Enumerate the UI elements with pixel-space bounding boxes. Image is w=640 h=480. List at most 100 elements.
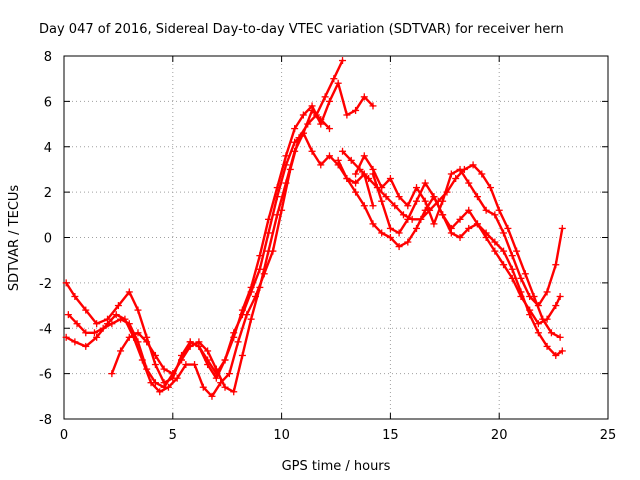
data-point — [71, 292, 79, 300]
data-point — [347, 156, 355, 164]
x-tick-label: 25 — [600, 428, 617, 443]
data-point — [521, 270, 529, 278]
data-point — [413, 197, 421, 205]
data-point — [114, 302, 122, 310]
y-axis-label: SDTVAR / TECUs — [7, 185, 22, 292]
data-point — [134, 306, 142, 314]
data-point — [234, 338, 242, 346]
data-point — [534, 302, 542, 310]
data-point — [93, 333, 101, 341]
data-point — [491, 247, 499, 255]
data-point — [247, 315, 255, 323]
data-point — [395, 193, 403, 201]
data-point — [473, 220, 481, 228]
data-point — [339, 147, 347, 155]
data-point — [547, 329, 555, 337]
data-point — [125, 333, 133, 341]
data-point — [482, 234, 490, 241]
data-point — [465, 224, 473, 232]
data-point — [421, 197, 429, 205]
data-point — [404, 215, 412, 223]
data-point — [321, 93, 329, 101]
data-point — [517, 292, 525, 300]
data-point — [225, 370, 233, 378]
series-track-4 — [108, 129, 377, 382]
data-point — [491, 238, 499, 246]
data-point — [369, 202, 377, 210]
data-point — [151, 351, 159, 359]
data-point — [169, 370, 177, 378]
data-point — [308, 106, 316, 114]
data-point — [173, 374, 181, 382]
data-point — [352, 179, 360, 187]
data-point — [447, 224, 455, 232]
x-tick-label: 0 — [60, 428, 68, 443]
x-tick-label: 20 — [491, 428, 508, 443]
data-point — [199, 383, 207, 391]
data-point — [386, 234, 394, 241]
data-point — [156, 388, 164, 396]
data-point — [64, 311, 72, 319]
x-tick-label: 10 — [273, 428, 290, 443]
data-point — [526, 292, 534, 300]
data-point — [378, 197, 386, 205]
data-point — [500, 229, 508, 237]
data-point — [504, 224, 512, 232]
data-point — [204, 361, 212, 369]
data-point — [439, 197, 447, 205]
data-point — [465, 206, 473, 214]
data-point — [556, 333, 564, 341]
data-point — [430, 193, 438, 201]
y-tick-label: 6 — [44, 95, 52, 110]
data-point — [378, 229, 386, 237]
data-point — [534, 320, 542, 328]
data-point — [513, 247, 521, 255]
data-point — [273, 211, 281, 219]
data-point — [413, 224, 421, 232]
data-point — [369, 170, 377, 178]
data-point — [317, 161, 325, 169]
data-point — [238, 311, 246, 319]
data-point — [382, 193, 390, 201]
data-point — [325, 125, 333, 133]
data-point — [73, 320, 81, 328]
chart-title: Day 047 of 2016, Sidereal Day-to-day VTE… — [39, 22, 564, 37]
data-point — [273, 193, 281, 201]
data-point — [90, 329, 98, 337]
data-point — [178, 356, 186, 364]
data-point — [195, 342, 203, 350]
data-point — [482, 206, 490, 214]
data-point — [143, 338, 151, 346]
data-point — [439, 211, 447, 219]
data-point — [125, 288, 133, 296]
data-point — [456, 215, 464, 223]
data-point — [299, 129, 307, 137]
data-point — [413, 184, 421, 192]
data-point — [391, 202, 399, 210]
data-point — [291, 125, 299, 133]
data-point — [552, 261, 560, 269]
data-point — [339, 57, 347, 65]
data-point — [558, 224, 566, 232]
data-point — [534, 329, 542, 337]
data-point — [230, 388, 238, 396]
data-point — [325, 152, 333, 160]
data-point — [247, 288, 255, 296]
data-point — [93, 320, 101, 328]
y-tick-label: -6 — [39, 368, 52, 383]
data-point — [182, 361, 190, 369]
data-point — [117, 315, 125, 323]
data-point — [62, 333, 70, 341]
data-point — [395, 229, 403, 237]
data-point — [508, 252, 516, 260]
data-point — [212, 365, 220, 373]
data-point — [108, 370, 116, 378]
data-point — [334, 79, 342, 87]
data-point — [526, 306, 534, 314]
data-point — [360, 202, 368, 210]
y-tick-label: 0 — [44, 232, 52, 247]
data-point — [112, 311, 120, 319]
y-tick-label: 4 — [44, 141, 52, 156]
data-point — [212, 374, 220, 382]
